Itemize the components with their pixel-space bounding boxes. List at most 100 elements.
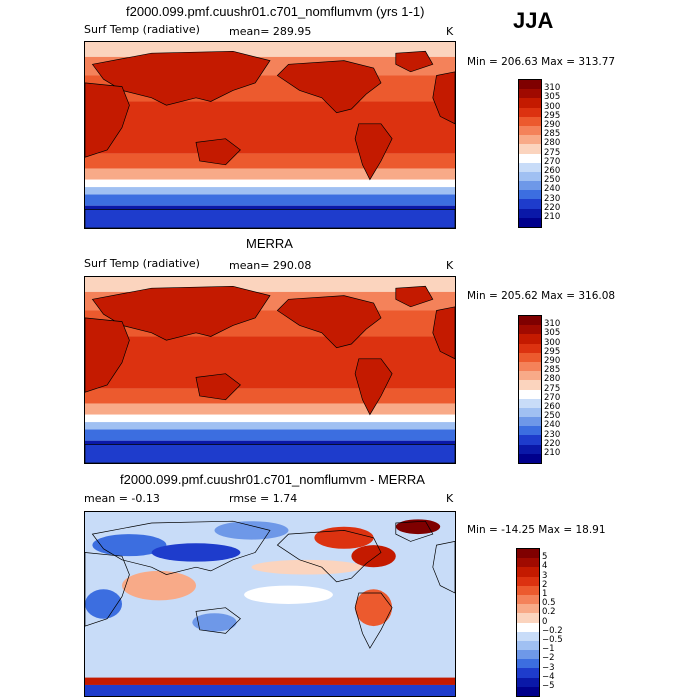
colorbar-segment	[517, 668, 539, 678]
panel-2-variable: Surf Temp (radiative)	[84, 257, 200, 270]
colorbar-tick-label: −2	[542, 653, 555, 664]
colorbar-tick-label: 4	[542, 561, 548, 572]
colorbar-tick-label: 300	[544, 337, 561, 348]
continent-outline	[354, 592, 393, 649]
colorbar-segment	[519, 171, 541, 182]
anomaly-blob	[214, 521, 289, 540]
continent-outline	[395, 520, 434, 542]
panel-3-minmax: Min = -14.25 Max = 18.91	[467, 524, 606, 536]
continent-outline	[85, 82, 130, 158]
colorbar-tick-label: 230	[544, 193, 561, 204]
panel-3-mean: mean = -0.13	[84, 492, 160, 505]
continent-outline	[395, 50, 434, 73]
colorbar-tick-label: 285	[544, 365, 561, 376]
colorbar-segment	[519, 181, 541, 191]
colorbar-segment	[519, 417, 541, 427]
map-band	[85, 153, 455, 169]
map-band	[85, 414, 455, 423]
anomaly-blob	[192, 613, 237, 632]
colorbar-segment	[519, 116, 541, 126]
colorbar-tick-label: −5	[542, 681, 555, 691]
colorbar-segment	[519, 380, 541, 390]
colorbar-box	[518, 79, 542, 228]
anomaly-blob	[314, 526, 374, 549]
colorbar-tick-label: 280	[544, 374, 561, 385]
colorbar-tick-label: 250	[544, 411, 561, 422]
map-band	[85, 684, 455, 696]
colorbar-tick-label: 250	[544, 175, 561, 186]
colorbar-segment	[519, 316, 541, 326]
continent-outline	[432, 306, 455, 360]
colorbar-segment	[519, 162, 541, 172]
anomaly-blob	[355, 589, 393, 627]
anomaly-blob	[85, 589, 122, 619]
colorbar-segment	[519, 426, 541, 436]
map-band	[85, 194, 455, 206]
colorbar-tick-label: 290	[544, 356, 561, 366]
panel-1-minmax: Min = 206.63 Max = 313.77	[467, 56, 616, 68]
colorbar-segment	[519, 135, 541, 145]
colorbar-tick-label: 270	[544, 392, 561, 403]
anomaly-blob	[122, 570, 196, 601]
map-band	[85, 388, 455, 404]
colorbar-tick-label: 275	[544, 383, 561, 394]
colorbar-segment	[519, 107, 541, 117]
colorbar-tick-label: 220	[544, 438, 561, 449]
season-label: JJA	[513, 8, 554, 33]
colorbar-tick-label: −0.5	[542, 635, 563, 645]
colorbar-segment	[519, 144, 541, 154]
panel-3-rmse: rmse = 1.74	[229, 492, 298, 505]
colorbar-segment	[519, 389, 541, 399]
colorbar-segment	[519, 190, 541, 200]
colorbar-tick-label: 230	[544, 429, 561, 440]
colorbar-tick-label: 0	[542, 616, 548, 627]
continent-outline	[85, 317, 130, 393]
anomaly-blob	[151, 543, 241, 562]
panel-2-map-field	[85, 277, 455, 463]
colorbar-segment	[519, 199, 541, 209]
colorbar-segment	[517, 631, 539, 641]
colorbar-segment	[517, 677, 539, 687]
colorbar-segment	[517, 640, 539, 651]
colorbar-segment	[517, 650, 539, 660]
colorbar-tick-label: 290	[544, 120, 561, 130]
colorbar-segment	[517, 576, 539, 586]
map-band	[85, 179, 455, 188]
panel-1-units: K	[446, 25, 454, 38]
map-band	[85, 403, 455, 415]
colorbar-segment	[519, 325, 541, 335]
panel-1-map	[84, 41, 456, 229]
continent-outline	[276, 295, 382, 349]
colorbar-segment	[519, 444, 541, 454]
colorbar-tick-label: 0.5	[542, 598, 556, 609]
colorbar-segment	[519, 361, 541, 372]
continent-outline	[91, 520, 271, 575]
colorbar-segment	[517, 622, 539, 632]
colorbar-segment	[519, 407, 541, 418]
colorbar-tick-label: 275	[544, 147, 561, 158]
colorbar-tick-label: 3	[542, 570, 548, 581]
anomaly-blob	[395, 519, 441, 535]
colorbar-tick-label: −0.2	[542, 625, 563, 636]
anomaly-blob	[351, 545, 396, 568]
colorbar-segment	[517, 604, 539, 614]
colorbar-tick-label: 300	[544, 101, 561, 112]
colorbar-segment	[519, 208, 541, 218]
continent-outline	[276, 530, 382, 583]
colorbar-segment	[519, 80, 541, 90]
colorbar-segment	[519, 89, 541, 99]
panel-1-variable: Surf Temp (radiative)	[84, 23, 200, 36]
panel-1-mean: mean= 289.95	[229, 25, 312, 38]
panel-3-map	[84, 511, 456, 697]
colorbar-segment	[519, 125, 541, 136]
colorbar-segment	[519, 334, 541, 344]
colorbar-tick-label: 295	[544, 346, 561, 357]
continent-outline	[195, 138, 241, 166]
colorbar-segment	[519, 453, 541, 463]
colorbar-tick-label: −1	[542, 644, 555, 655]
colorbar-segment	[517, 659, 539, 669]
colorbar-tick-label: 220	[544, 202, 561, 213]
colorbar-segment	[519, 98, 541, 108]
colorbar-tick-label: 210	[544, 212, 561, 222]
colorbar-tick-label: 295	[544, 110, 561, 121]
